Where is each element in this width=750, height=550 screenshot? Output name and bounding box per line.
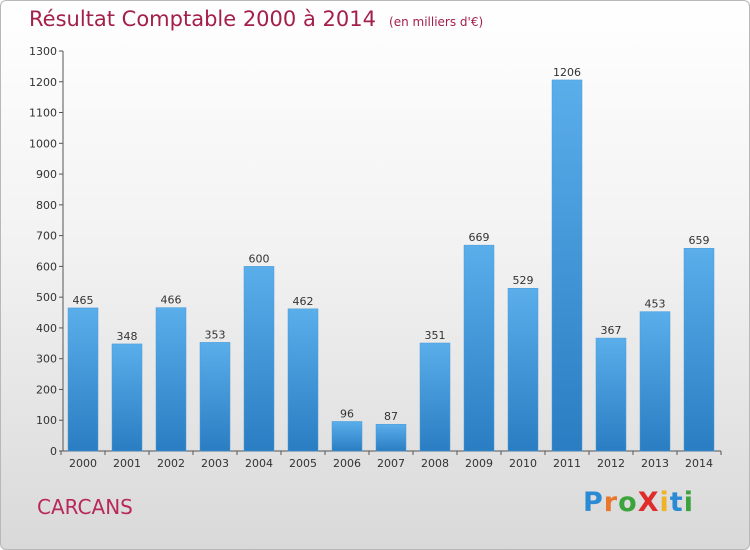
bar-value-label: 348 [117, 330, 138, 343]
bar [683, 247, 715, 452]
y-tick-label: 200 [36, 383, 57, 396]
y-tick-label: 500 [36, 291, 57, 304]
bar-value-label: 466 [161, 294, 182, 307]
x-tick-label: 2010 [509, 457, 537, 470]
x-tick-label: 2000 [69, 457, 97, 470]
bar-value-label: 529 [513, 274, 534, 287]
x-tick-label: 2006 [333, 457, 361, 470]
bar [243, 266, 275, 452]
y-tick-label: 1000 [29, 137, 57, 150]
bar [111, 343, 143, 452]
title-main: Résultat Comptable 2000 à 2014 [29, 7, 376, 31]
x-tick-label: 2001 [113, 457, 141, 470]
bar [331, 421, 363, 452]
logo-letter: i [683, 487, 694, 518]
x-tick-label: 2011 [553, 457, 581, 470]
bar [287, 308, 319, 452]
logo-letter: t [669, 487, 684, 518]
chart-title: Résultat Comptable 2000 à 2014 (en milli… [29, 7, 483, 31]
bar-value-label: 600 [249, 252, 270, 265]
bar-value-label: 353 [205, 328, 226, 341]
bar [639, 311, 671, 452]
x-tick-label: 2003 [201, 457, 229, 470]
bar [507, 287, 539, 452]
bar [551, 79, 583, 452]
bar-value-label: 669 [469, 231, 490, 244]
place-name: CARCANS [37, 495, 133, 519]
bar-value-label: 367 [601, 324, 622, 337]
title-unit: (en milliers d'€) [389, 15, 484, 29]
y-tick-label: 400 [36, 322, 57, 335]
logo-letter: i [659, 487, 670, 518]
x-tick-label: 2014 [685, 457, 713, 470]
y-tick-label: 100 [36, 414, 57, 427]
x-tick-label: 2002 [157, 457, 185, 470]
logo-letter: X [637, 487, 660, 518]
bar-value-label: 1206 [553, 66, 581, 79]
bar [155, 307, 187, 452]
bar-value-label: 96 [340, 407, 354, 420]
x-tick-label: 2004 [245, 457, 273, 470]
bar-value-label: 462 [293, 295, 314, 308]
bar-value-label: 465 [73, 294, 94, 307]
y-tick-label: 0 [50, 445, 57, 458]
y-tick-label: 700 [36, 230, 57, 243]
y-tick-label: 600 [36, 260, 57, 273]
y-tick-label: 1100 [29, 107, 57, 120]
x-tick-label: 2012 [597, 457, 625, 470]
logo-letter: o [618, 487, 638, 518]
x-tick-label: 2009 [465, 457, 493, 470]
logo-letter: P [583, 487, 604, 518]
x-tick-label: 2013 [641, 457, 669, 470]
logo-letter: r [603, 487, 619, 518]
y-tick-label: 300 [36, 353, 57, 366]
y-tick-label: 800 [36, 199, 57, 212]
y-tick-label: 900 [36, 168, 57, 181]
y-tick-label: 1200 [29, 76, 57, 89]
bar [463, 244, 495, 452]
bar [199, 342, 231, 452]
bar-value-label: 351 [425, 329, 446, 342]
x-tick-label: 2007 [377, 457, 405, 470]
bar-value-label: 87 [384, 410, 398, 423]
bar-value-label: 659 [689, 234, 710, 247]
y-tick-label: 1300 [29, 45, 57, 58]
bar-value-label: 453 [645, 298, 666, 311]
proxiti-logo: ProXiti [583, 487, 694, 518]
bar [419, 342, 451, 452]
bar [595, 337, 627, 452]
x-tick-label: 2005 [289, 457, 317, 470]
bar [375, 423, 407, 452]
x-tick-label: 2008 [421, 457, 449, 470]
bar [67, 307, 99, 452]
